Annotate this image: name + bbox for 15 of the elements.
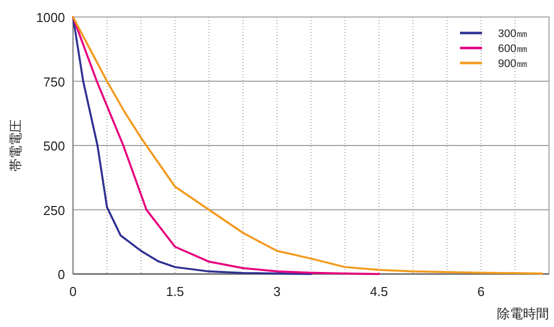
x-tick-label: 0 — [69, 284, 77, 299]
x-tick-label: 3 — [273, 284, 281, 299]
y-tick-label: 750 — [43, 74, 65, 90]
y-tick-label: 1000 — [36, 10, 65, 25]
legend-label: 900㎜ — [498, 58, 528, 70]
y-tick-label: 500 — [43, 138, 65, 154]
x-tick-label: 6 — [477, 284, 485, 299]
legend-label: 300㎜ — [498, 28, 528, 40]
y-axis-title: 帯電電圧 — [8, 120, 23, 172]
x-tick-label: 1.5 — [166, 284, 184, 299]
x-tick-label: 4.5 — [370, 284, 388, 299]
x-axis-title: 除電時間 — [497, 306, 549, 321]
legend-label: 600㎜ — [498, 43, 528, 55]
y-tick-label: 250 — [43, 202, 65, 218]
y-tick-label: 0 — [58, 267, 65, 282]
